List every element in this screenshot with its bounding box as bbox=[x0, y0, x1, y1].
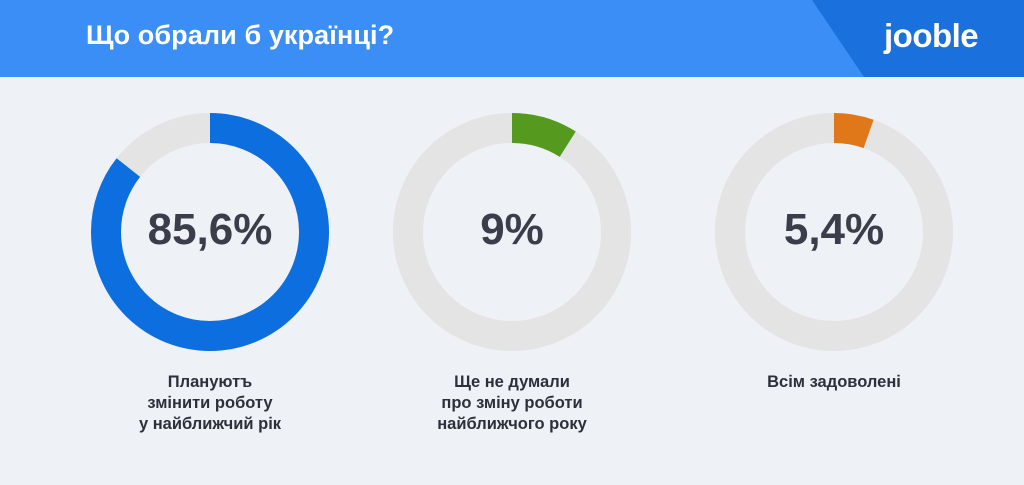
donut-arc-2 bbox=[393, 113, 631, 351]
caption-2-line-1: Ще не думали bbox=[454, 373, 570, 391]
donut-value-2: 9% bbox=[480, 205, 544, 254]
page-title: Що обрали б українці? bbox=[86, 20, 395, 50]
jooble-logo: jooble bbox=[884, 17, 979, 54]
donut-arc-1 bbox=[91, 113, 329, 351]
donut-svg-1 bbox=[91, 113, 329, 351]
header-background bbox=[0, 0, 1024, 77]
donut-value-3: 5,4% bbox=[783, 205, 885, 254]
caption-1-line-2: змінити роботу bbox=[147, 394, 273, 412]
caption-1-line-3: у найближчий рік bbox=[138, 415, 282, 433]
donut-chart-1: 85,6% bbox=[90, 112, 330, 352]
donut-chart-3: 5,4% bbox=[714, 112, 954, 352]
caption-3-line-1: Всім задоволені bbox=[767, 373, 901, 391]
logo-panel bbox=[812, 0, 1024, 77]
caption-2-line-3: найближчого року bbox=[437, 415, 587, 433]
donut-chart-2: 9% bbox=[392, 112, 632, 352]
donut-arc-3 bbox=[715, 113, 953, 351]
caption-2-line-2: про зміну роботи bbox=[441, 394, 583, 412]
caption-2: Ще не думали про зміну роботи найближчог… bbox=[392, 372, 632, 435]
donut-svg-2 bbox=[393, 113, 631, 351]
header-band: Що обрали б українці? jooble bbox=[0, 0, 1024, 77]
caption-1-line-1: Плануютъ bbox=[167, 373, 253, 391]
donut-svg-3 bbox=[715, 113, 953, 351]
caption-1: Плануютъ змінити роботу у найближчий рік bbox=[90, 372, 330, 435]
caption-3: Всім задоволені bbox=[714, 372, 954, 393]
donut-value-1: 85,6% bbox=[147, 205, 273, 254]
